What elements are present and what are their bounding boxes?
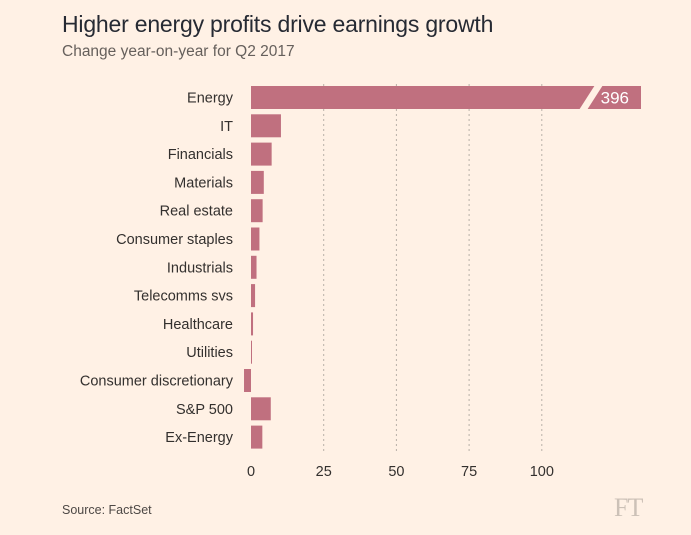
category-label: Industrials (167, 260, 233, 276)
category-label: Ex-Energy (165, 430, 233, 446)
bar (251, 284, 256, 308)
bar (251, 199, 263, 223)
bar (251, 170, 264, 194)
chart-title: Higher energy profits drive earnings gro… (62, 11, 494, 37)
category-label: IT (220, 119, 233, 135)
bar (251, 227, 260, 251)
category-label: Materials (174, 175, 233, 191)
x-tick-label: 75 (461, 464, 477, 480)
ft-logo: FT (614, 493, 643, 522)
category-label: Consumer staples (116, 232, 233, 248)
category-label: Utilities (186, 345, 233, 361)
x-tick-label: 25 (316, 464, 332, 480)
bar (251, 142, 272, 166)
chart-subtitle: Change year-on-year for Q2 2017 (62, 43, 295, 60)
category-label: Telecomms svs (134, 289, 233, 305)
bar (251, 86, 641, 109)
axis-break (579, 85, 603, 110)
bar (244, 369, 251, 392)
x-tick-label: 100 (530, 464, 554, 480)
value-label: 396 (601, 89, 629, 108)
category-label: Healthcare (163, 317, 233, 333)
bar (251, 255, 257, 279)
x-tick-label: 0 (247, 464, 255, 480)
x-tick-label: 50 (388, 464, 404, 480)
bar (251, 425, 263, 449)
category-label: Consumer discretionary (80, 374, 234, 390)
category-label: Energy (187, 91, 234, 107)
source-note: Source: FactSet (62, 503, 152, 517)
bar (251, 397, 271, 421)
category-label: S&P 500 (176, 402, 233, 418)
bar (251, 114, 281, 138)
category-label: Financials (168, 147, 233, 163)
bar (251, 312, 254, 336)
category-label: Real estate (160, 204, 233, 220)
bar (251, 340, 252, 364)
